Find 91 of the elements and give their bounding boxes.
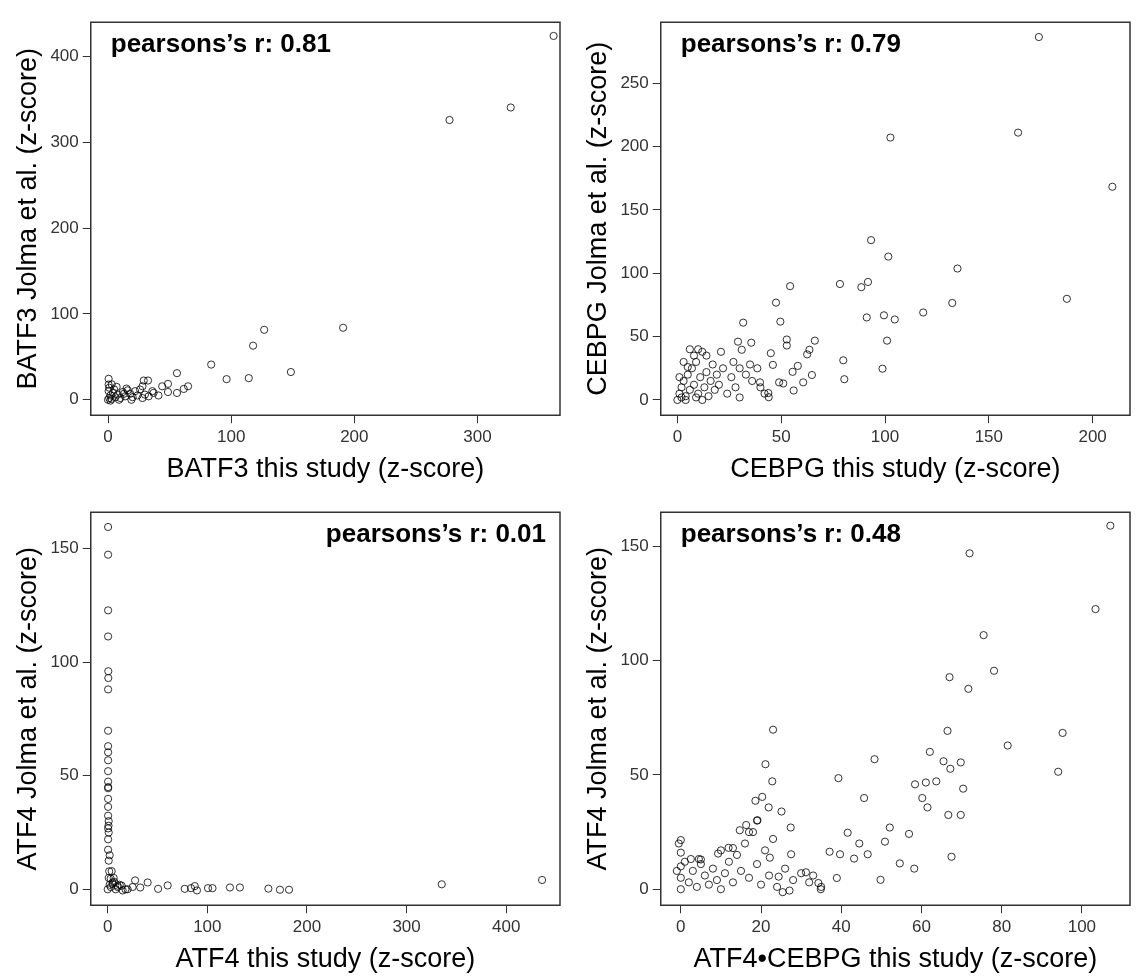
point <box>106 391 115 400</box>
point <box>105 383 114 392</box>
annotation: pearsons’s r: 0.01 <box>325 518 546 549</box>
annotation: pearsons’s r: 0.79 <box>680 28 901 59</box>
point <box>110 385 119 394</box>
point <box>133 391 142 400</box>
y-tick-label: 250 <box>620 72 649 92</box>
x-axis-title: CEBPG this study (z-score) <box>730 453 1061 484</box>
point <box>104 387 113 396</box>
y-tick-label: 0 <box>639 389 649 409</box>
y-tick-label: 150 <box>50 538 79 558</box>
point <box>222 375 231 384</box>
x-tick-label: 60 <box>911 917 931 937</box>
point <box>154 391 163 400</box>
y-axis-title: ATF4 Jolma et al. (z-score) <box>581 546 612 871</box>
point <box>108 388 118 397</box>
x-tick-label: 300 <box>392 917 421 937</box>
y-tick-label: 100 <box>50 651 79 671</box>
y-axis-title: BATF3 Jolma et al. (z-score) <box>11 47 42 390</box>
y-axis-title: CEBPG Jolma et al. (z-score) <box>581 41 612 396</box>
point <box>163 379 173 388</box>
point <box>172 369 182 378</box>
point <box>158 382 167 391</box>
point <box>138 382 147 391</box>
y-tick-label: 200 <box>50 217 79 237</box>
x-tick-label: 0 <box>672 427 683 447</box>
point <box>111 393 120 402</box>
y-tick-label: 0 <box>69 878 79 898</box>
x-tick-label: 400 <box>492 917 521 937</box>
x-tick-label: 200 <box>340 427 369 447</box>
x-tick-label: 0 <box>102 917 113 937</box>
point <box>244 374 253 383</box>
y-tick-label: 0 <box>69 389 79 409</box>
x-axis-title: ATF4•CEBPG this study (z-score) <box>693 943 1098 974</box>
y-tick-label: 50 <box>59 765 79 785</box>
point <box>183 382 193 391</box>
point <box>135 385 145 394</box>
point <box>140 390 150 399</box>
point <box>445 115 454 125</box>
y-tick-label: 0 <box>639 878 649 898</box>
y-tick-label: 150 <box>620 199 649 219</box>
x-tick-label: 100 <box>193 917 222 937</box>
point <box>506 103 515 112</box>
x-tick-label: 0 <box>676 917 686 937</box>
x-tick-label: 300 <box>463 427 492 447</box>
y-tick-label: 300 <box>50 132 79 152</box>
x-axis-title: BATF3 this study (z-score) <box>166 453 485 484</box>
y-tick-label: 100 <box>620 262 649 282</box>
point <box>107 380 116 389</box>
x-axis-title: ATF4 this study (z-score) <box>175 943 476 974</box>
point <box>286 367 295 377</box>
x-tick-label: 0 <box>103 427 113 447</box>
point <box>163 387 173 397</box>
point <box>104 380 113 389</box>
annotation: pearsons’s r: 0.81 <box>110 28 331 59</box>
point <box>179 384 188 394</box>
point <box>131 387 140 396</box>
point <box>172 388 182 398</box>
point <box>144 392 153 401</box>
point <box>126 389 135 398</box>
y-tick-label: 100 <box>620 650 649 670</box>
point <box>104 374 113 383</box>
point <box>207 360 216 369</box>
point <box>260 325 269 334</box>
y-tick-label: 50 <box>629 326 649 346</box>
point <box>139 376 148 385</box>
annotation: pearsons’s r: 0.48 <box>680 518 901 549</box>
point <box>112 382 121 391</box>
x-tick-label: 200 <box>1078 427 1107 447</box>
y-tick-label: 400 <box>50 46 79 66</box>
point <box>339 323 348 332</box>
y-tick-label: 150 <box>620 536 649 556</box>
y-axis-title: ATF4 Jolma et al. (z-score) <box>11 546 42 871</box>
point <box>248 341 258 350</box>
point <box>549 31 558 41</box>
x-tick-label: 80 <box>992 917 1012 937</box>
y-tick-label: 50 <box>629 764 649 784</box>
point <box>121 392 130 401</box>
y-tick-label: 100 <box>50 303 79 323</box>
x-tick-label: 200 <box>292 917 322 937</box>
point <box>113 390 122 399</box>
x-tick-label: 20 <box>751 917 771 937</box>
x-tick-label: 50 <box>771 427 791 447</box>
y-tick-label: 200 <box>620 136 649 156</box>
point <box>143 376 153 385</box>
x-tick-label: 100 <box>1067 917 1097 937</box>
x-tick-label: 100 <box>216 427 246 447</box>
x-tick-label: 150 <box>974 427 1003 447</box>
x-tick-label: 40 <box>831 917 851 937</box>
point <box>138 393 147 403</box>
x-tick-label: 100 <box>870 427 900 447</box>
